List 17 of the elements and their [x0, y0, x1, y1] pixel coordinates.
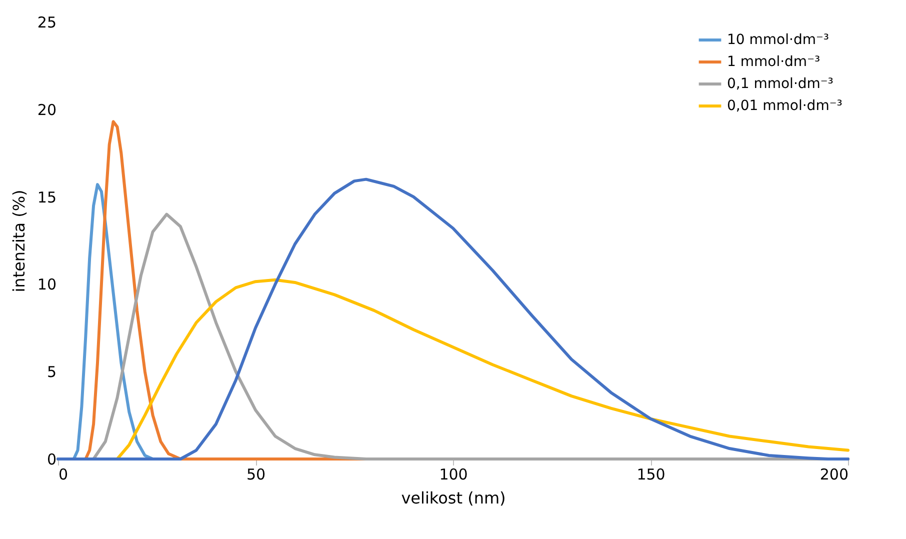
y-tick-label: 15	[37, 188, 56, 206]
y-tick-label: 5	[46, 363, 56, 382]
y-tick-label: 10	[37, 276, 56, 294]
x-axis-title: velikost (nm)	[401, 488, 506, 508]
x-tick-label: 0	[58, 466, 68, 484]
legend-label: 0,1 mmol·dm⁻³	[727, 76, 834, 92]
legend-label: 10 mmol·dm⁻³	[727, 32, 829, 48]
y-axis-title: intenzita (%)	[9, 190, 28, 292]
y-tick-label: 25	[37, 14, 56, 32]
x-tick-label: 200	[820, 466, 848, 484]
legend-label: 0,01 mmol·dm⁻³	[727, 98, 842, 114]
legend-label: 1 mmol·dm⁻³	[727, 54, 820, 70]
y-tick-label: 0	[46, 450, 56, 468]
x-tick-label: 100	[439, 466, 468, 484]
x-tick-label: 150	[636, 466, 666, 484]
x-tick-label: 50	[246, 466, 266, 484]
y-tick-label: 20	[37, 100, 56, 119]
